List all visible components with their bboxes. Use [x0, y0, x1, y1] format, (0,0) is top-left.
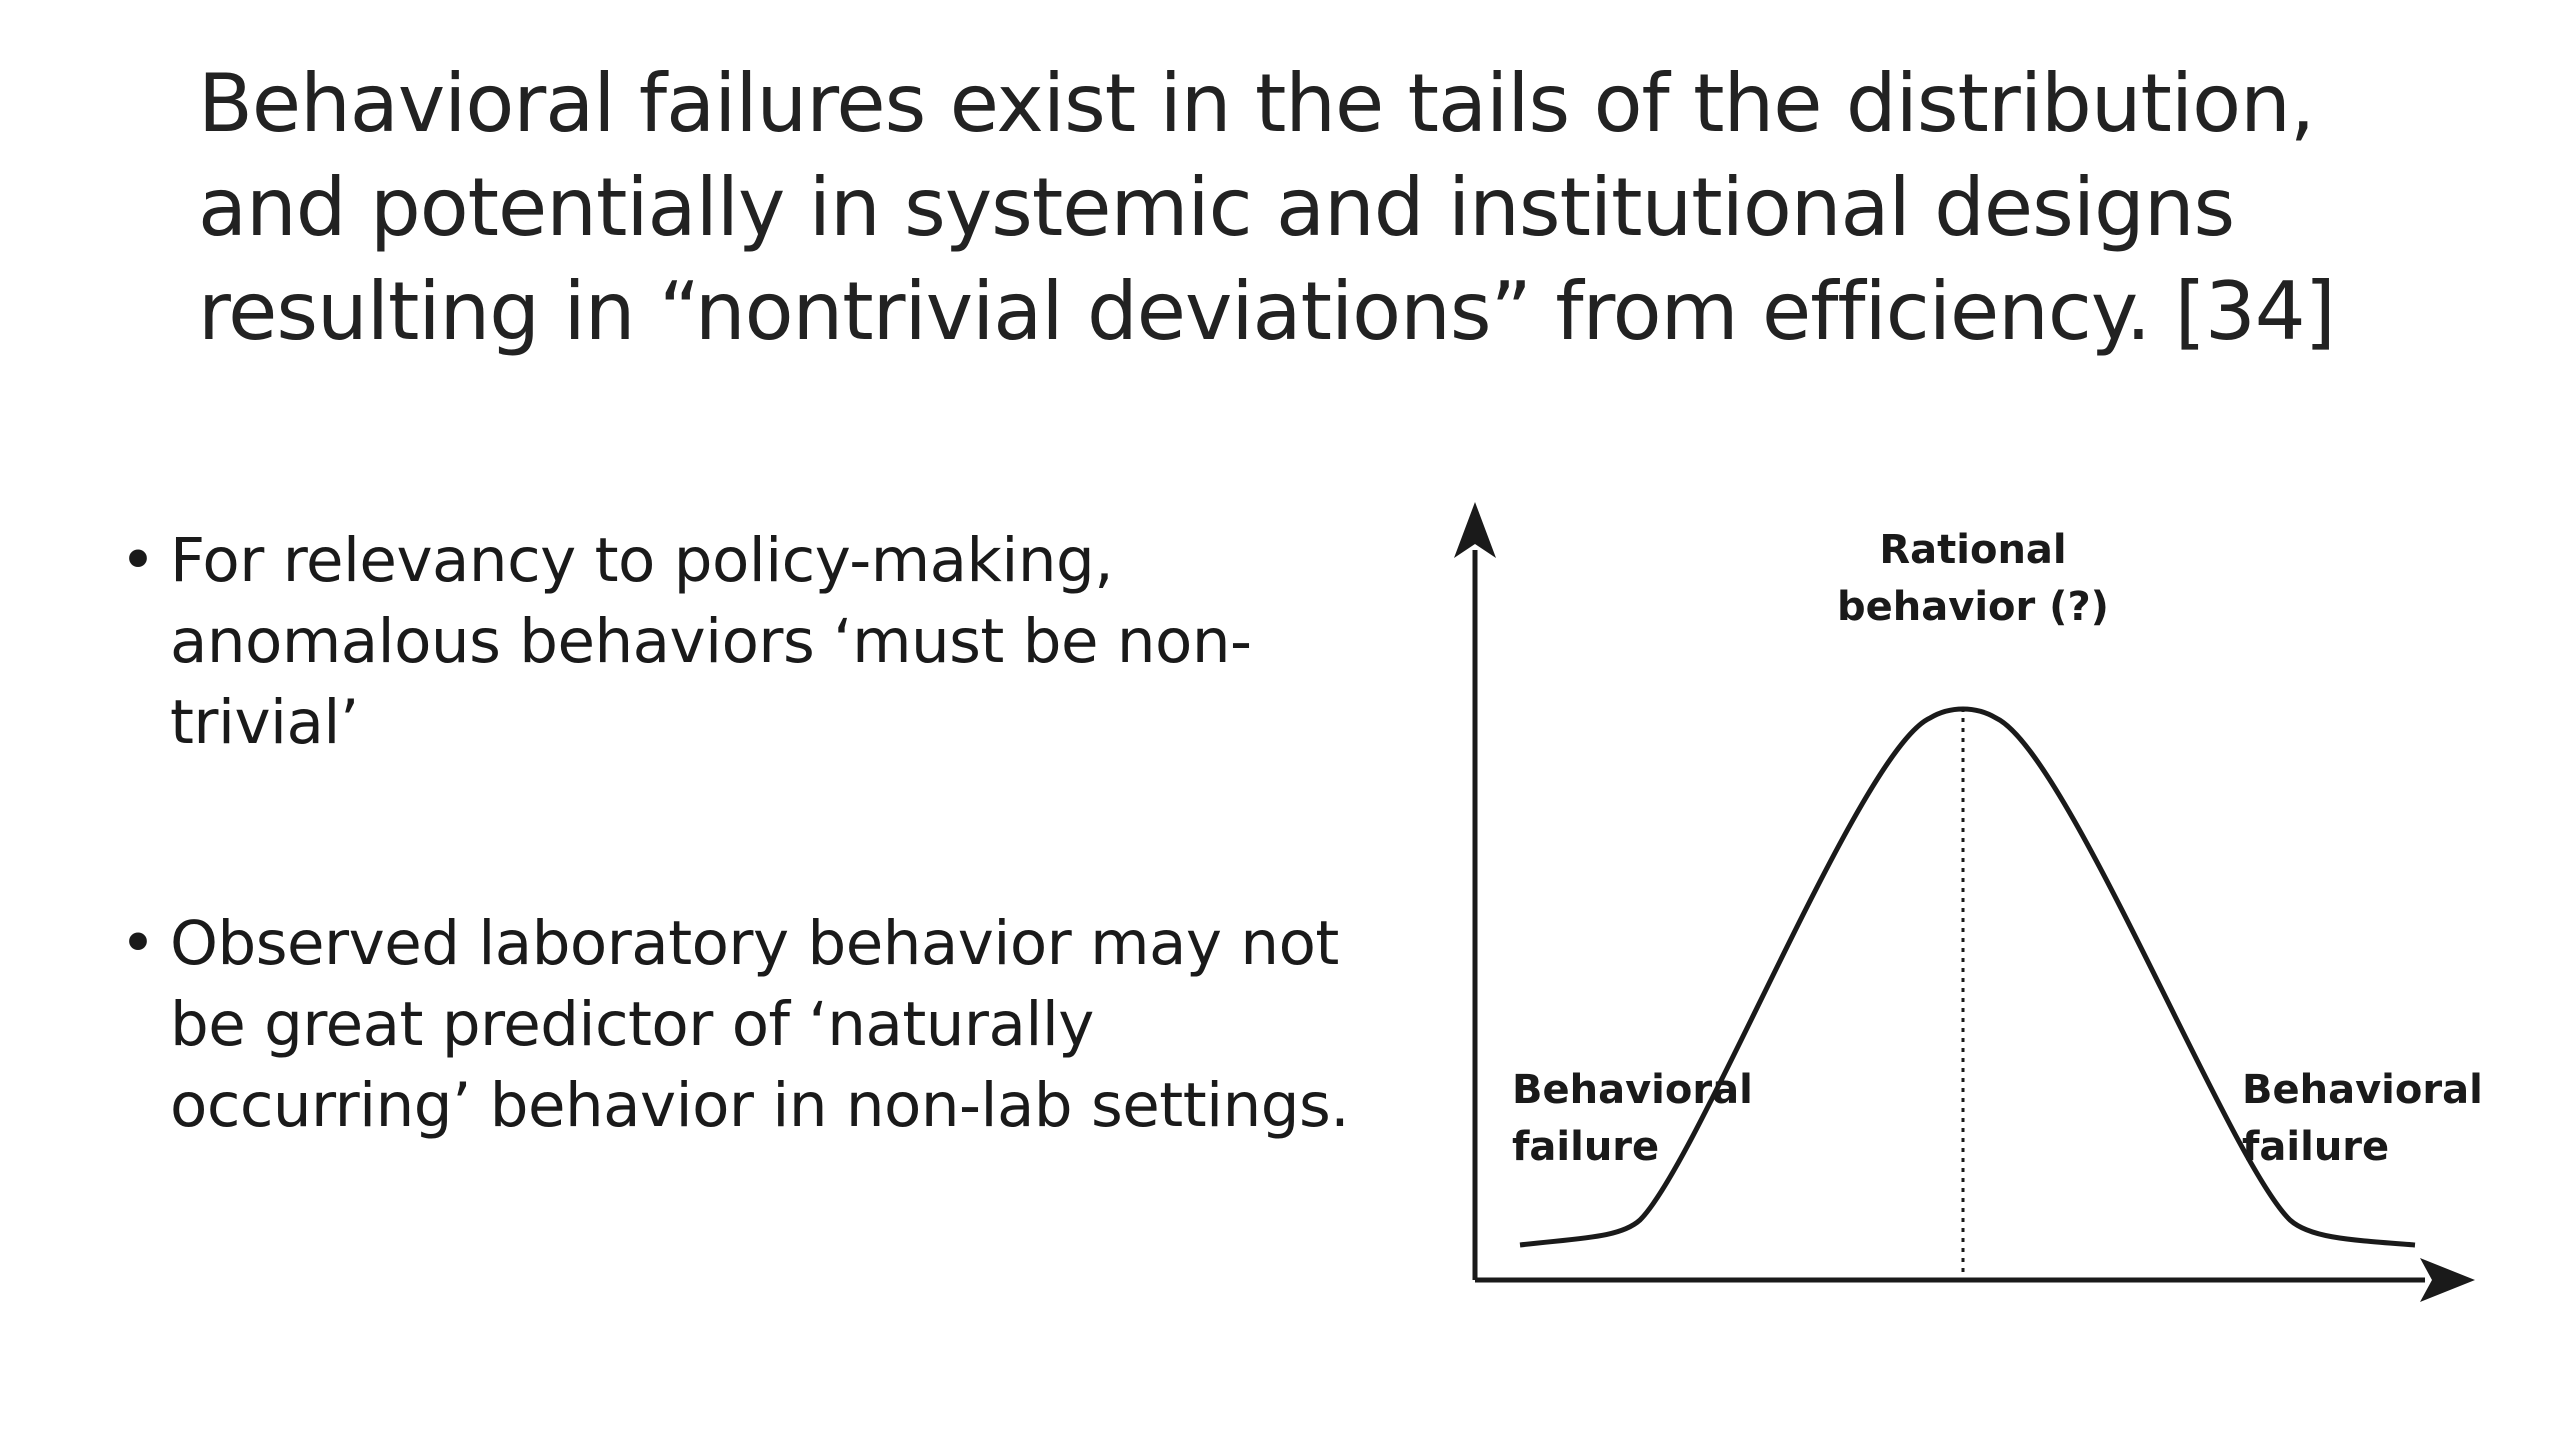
bullet-text-line: occurring’ behavior in non-lab settings.	[170, 1070, 1350, 1141]
title-line-3: resulting in “nontrivial deviations” fro…	[198, 265, 2336, 358]
bullet-text-line: be great predictor of ‘naturally	[170, 989, 1094, 1060]
title-line-2: and potentially in systemic and institut…	[198, 161, 2235, 254]
bullet-text-line: Observed laboratory behavior may not	[170, 908, 1339, 979]
bullet-list: • For relevancy to policy-making, anomal…	[120, 520, 1420, 1146]
bell-curve-svg: Rational behavior (?) Behavioral failure…	[1454, 502, 2480, 1302]
bullet-marker: •	[120, 908, 156, 979]
left-tail-label-line-1: Behavioral	[1512, 1067, 1753, 1113]
title-line-1: Behavioral failures exist in the tails o…	[198, 57, 2315, 150]
bullet-text-line: anomalous behaviors ‘must be non-	[170, 606, 1252, 677]
bell-curve-diagram: Rational behavior (?) Behavioral failure…	[1440, 490, 2480, 1320]
bullet-text-line: For relevancy to policy-making,	[170, 525, 1114, 596]
bullet-item-policy-relevancy: • For relevancy to policy-making, anomal…	[120, 520, 1420, 763]
slide-title: Behavioral failures exist in the tails o…	[198, 52, 2398, 364]
right-tail-label-line-2: failure	[2242, 1124, 2389, 1170]
peak-label-line-2: behavior (?)	[1837, 584, 2109, 630]
left-tail-label-line-2: failure	[1512, 1124, 1659, 1170]
bullet-item-lab-behavior: • Observed laboratory behavior may not b…	[120, 903, 1420, 1146]
bullet-text-line: trivial’	[170, 687, 359, 758]
y-axis-arrowhead	[1454, 502, 1496, 558]
peak-label-line-1: Rational	[1879, 527, 2066, 573]
right-tail-label-line-1: Behavioral	[2242, 1067, 2480, 1113]
x-axis-arrowhead	[2420, 1258, 2475, 1302]
bullet-marker: •	[120, 525, 156, 596]
bell-curve	[1519, 706, 2416, 1248]
